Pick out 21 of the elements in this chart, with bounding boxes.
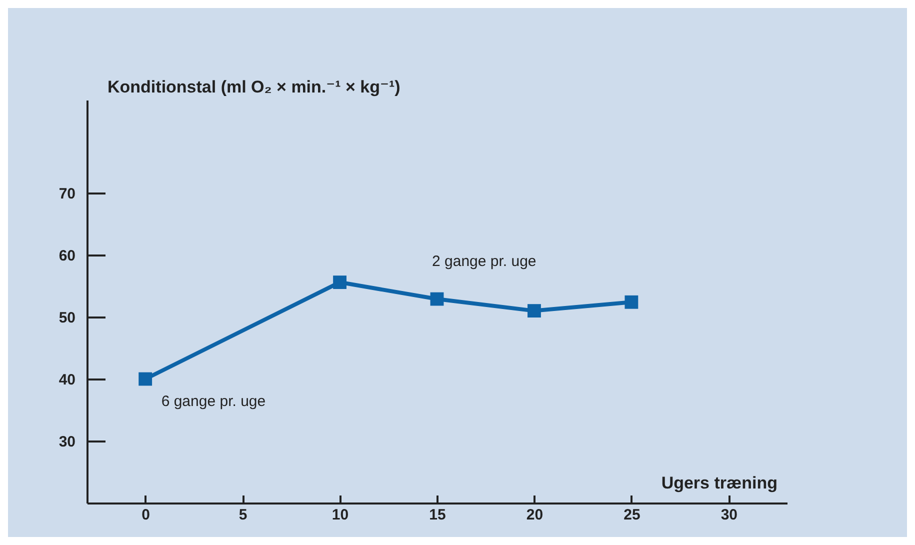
x-axis-title: Ugers træning bbox=[661, 474, 778, 492]
annotation: 6 gange pr. uge bbox=[161, 393, 266, 410]
y-tick-label: 50 bbox=[58, 310, 76, 326]
point bbox=[138, 372, 152, 386]
point bbox=[624, 295, 638, 309]
point bbox=[528, 304, 541, 318]
x-tick-label: 15 bbox=[429, 506, 446, 524]
x-tick-label: 25 bbox=[624, 506, 640, 524]
y-tick-label: 60 bbox=[58, 248, 76, 264]
y-tick-label: 30 bbox=[58, 434, 76, 450]
x-tick-label: 30 bbox=[720, 506, 738, 524]
x-tick-label: 10 bbox=[332, 506, 349, 524]
x-tick-label: 20 bbox=[526, 506, 544, 524]
x-tick-label: 5 bbox=[238, 506, 248, 524]
x-tick-label: 0 bbox=[142, 506, 150, 524]
annotation: 2 gange pr. uge bbox=[432, 253, 536, 270]
y-tick-label: 40 bbox=[58, 372, 76, 388]
y-axis-title: Konditionstal (ml O₂ × min.⁻¹ × kg⁻¹) bbox=[108, 78, 400, 96]
y-tick-label: 70 bbox=[58, 186, 76, 202]
point bbox=[430, 292, 444, 306]
point bbox=[333, 276, 346, 289]
